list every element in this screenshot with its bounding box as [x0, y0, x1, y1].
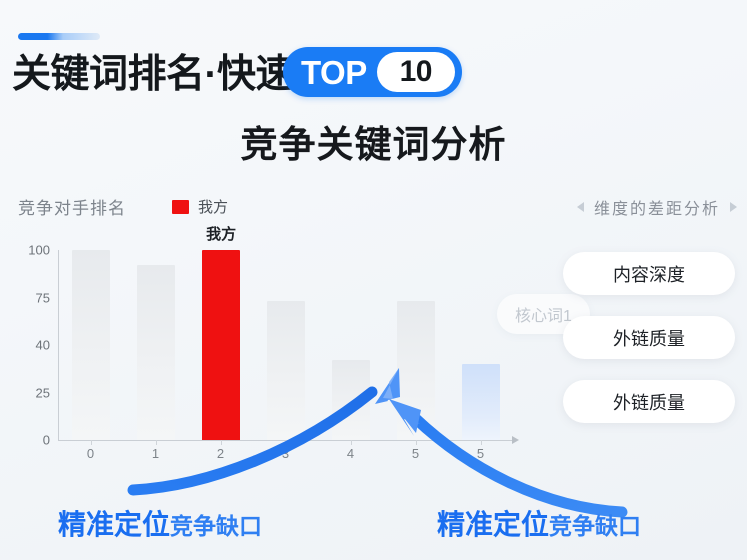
y-axis-tick: 0: [42, 432, 50, 448]
bar-slot[interactable]: [318, 250, 383, 440]
y-axis-tick: 75: [35, 290, 50, 305]
x-axis-tick-mark: [91, 440, 93, 445]
x-axis-tick-mark: [415, 440, 417, 445]
bar-slot[interactable]: [254, 250, 319, 440]
dimension-pill-3[interactable]: 外链质量: [563, 380, 735, 423]
caption-left-strong: 精准定位: [58, 509, 171, 540]
headline-text: 关键词排名·快速: [12, 52, 295, 96]
x-axis-tick: 4: [346, 446, 355, 461]
bar-1-ghost[interactable]: [137, 265, 176, 440]
x-axis: 0 1 2 3 4 5 5: [58, 446, 513, 461]
y-axis: 100 75 40 25 0: [10, 243, 50, 448]
bar-4-ghost[interactable]: [331, 360, 370, 440]
legend-series-mine: 我方: [172, 196, 228, 217]
caption-right-strong: 精准定位: [437, 509, 550, 540]
bar-slot[interactable]: [124, 250, 189, 440]
x-axis-tick: 5: [476, 446, 485, 461]
bar-3-ghost[interactable]: [267, 301, 305, 440]
bar-slot[interactable]: 我方: [189, 226, 254, 440]
legend-series-competitors-label: 竞争对手排名: [18, 199, 126, 218]
bar-slot[interactable]: [59, 250, 124, 440]
page-title: 竞争关键词分析: [240, 124, 507, 165]
bar-slot[interactable]: [383, 250, 448, 440]
chevron-right-icon[interactable]: [730, 202, 737, 212]
top-badge-number: 10: [376, 52, 455, 92]
x-axis-tick-mark: [221, 440, 223, 445]
dimension-pill-list: 内容深度 外链质量 外链质量: [563, 252, 735, 423]
dimension-panel-title: 维度的差距分析: [593, 201, 720, 218]
top-rank-badge: TOP 10: [283, 47, 462, 97]
x-axis-tick: 3: [281, 446, 290, 461]
caption-right: 精准定位 竞争缺口: [437, 503, 641, 543]
caption-right-weak: 竞争缺口: [549, 513, 642, 539]
caption-left-weak: 竞争缺口: [170, 513, 263, 539]
dimension-panel-header: 维度的差距分析: [576, 195, 737, 219]
bar-0-ghost[interactable]: [72, 250, 111, 440]
core-word-pill: 核心词1: [497, 294, 590, 334]
headline-row: 关键词排名·快速: [12, 44, 295, 104]
x-axis-arrow-icon: [512, 436, 519, 444]
x-axis-tick: 1: [151, 446, 160, 461]
x-axis-tick-mark: [156, 440, 158, 445]
y-axis-tick: 40: [35, 337, 50, 353]
x-axis-tick: 5: [411, 446, 420, 461]
accent-progress-bar: [18, 33, 100, 40]
bar-slot[interactable]: [448, 250, 513, 440]
x-axis-tick-mark: [350, 440, 352, 445]
chart-legend: 竞争对手排名 我方: [18, 194, 228, 219]
chevron-left-icon[interactable]: [576, 202, 584, 212]
x-axis-tick-mark: [480, 440, 482, 445]
chart-plot-area: 我方: [58, 226, 519, 445]
dimension-pill-1[interactable]: 内容深度: [563, 252, 735, 295]
bar-value-label: 我方: [206, 226, 237, 243]
legend-series-mine-label: 我方: [198, 199, 229, 216]
bar-5-target[interactable]: [461, 364, 500, 440]
bar-2-mine[interactable]: 我方: [202, 226, 241, 440]
bar-group: 我方: [59, 226, 513, 440]
dimension-pill-2[interactable]: 外链质量: [563, 316, 735, 359]
y-axis-tick: 25: [35, 385, 50, 400]
caption-left: 精准定位 竞争缺口: [58, 503, 262, 543]
y-axis-tick: 100: [28, 242, 50, 258]
x-axis-tick-mark: [286, 440, 287, 445]
competitor-rank-bar-chart: 100 75 40 25 0 我方 0 1 2 3 4 5 5: [10, 226, 535, 465]
x-axis-tick: 2: [216, 446, 225, 461]
bar-5-ghost[interactable]: [396, 301, 435, 440]
legend-swatch-mine: [172, 199, 189, 214]
top-badge-label: TOP: [301, 53, 367, 91]
x-axis-tick: 0: [86, 446, 95, 461]
